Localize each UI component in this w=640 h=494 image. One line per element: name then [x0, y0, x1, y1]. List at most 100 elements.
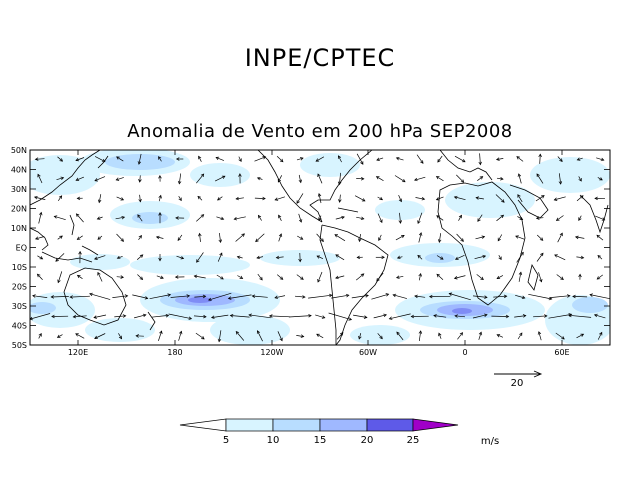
lon-label: 60W [359, 348, 377, 357]
wind-vector-head [274, 295, 278, 299]
wind-vector [137, 274, 143, 280]
wind-vector-head [518, 271, 523, 276]
wind-vector-head [338, 199, 342, 203]
wind-vector-head [361, 198, 366, 202]
wind-vector [194, 295, 206, 298]
wind-vector [339, 194, 341, 203]
lon-label: 60E [554, 348, 569, 357]
wind-vector-head [39, 256, 44, 260]
wind-vector-head [118, 335, 122, 340]
wind-vector-head [555, 217, 560, 221]
wind-vector-head [519, 332, 523, 337]
wind-vector-head [296, 200, 300, 204]
wind-vector [178, 173, 182, 184]
wind-vector [438, 233, 442, 243]
wind-vector-head [539, 237, 544, 241]
wind-vector [168, 313, 192, 320]
wind-vector [57, 271, 63, 283]
wind-vector [30, 313, 51, 320]
wind-vector [70, 295, 90, 298]
wind-vector [216, 216, 224, 220]
wind-vector-head [268, 314, 273, 318]
lon-label: 120E [68, 348, 88, 357]
wind-vector-head [220, 276, 224, 280]
wind-vector-head [72, 314, 77, 319]
wind-vector [356, 153, 364, 165]
wind-vector [454, 155, 466, 163]
wind-vector-head [580, 333, 585, 337]
wind-vector-head [218, 239, 223, 244]
wind-vector [116, 177, 124, 181]
wind-vector [376, 157, 384, 161]
wind-vector [339, 172, 341, 185]
wind-vector-head [439, 256, 444, 260]
wind-vector-head [138, 198, 142, 203]
wind-vector [354, 195, 366, 202]
wind-vector-head [96, 216, 101, 220]
wind-vector-head [300, 334, 305, 338]
wind-vector-head [178, 197, 182, 202]
wind-vector [97, 235, 103, 240]
wind-vector-head [601, 217, 606, 221]
wind-vector-head [235, 330, 240, 335]
wind-vector-head [576, 157, 581, 161]
wind-vector [118, 333, 122, 339]
wind-vector-head [256, 330, 261, 334]
wind-vector-head [159, 330, 163, 335]
wind-vector-head [568, 313, 572, 318]
wind-vector-head [121, 215, 126, 220]
wind-vector [38, 212, 42, 224]
wind-vector [94, 333, 106, 339]
wind-vector [597, 332, 603, 340]
wind-vector [218, 330, 222, 342]
wind-vector-head [580, 255, 585, 260]
wind-vector [554, 196, 566, 201]
wind-vector-head [32, 294, 36, 298]
wind-vector-head [241, 233, 245, 237]
lon-label: 0 [462, 348, 467, 357]
wind-vector-head [580, 195, 584, 199]
wind-vector-head [420, 160, 424, 164]
wind-vector [217, 252, 223, 262]
wind-vector [75, 157, 85, 161]
wind-vector-head [177, 237, 181, 242]
wind-vector-head [435, 176, 440, 180]
wind-vector [228, 294, 252, 299]
wind-vector-head [89, 292, 93, 297]
wind-vector [454, 315, 466, 318]
wind-vector-head [138, 179, 142, 183]
wind-vector-head [221, 175, 226, 179]
wind-vector-head [179, 330, 183, 335]
wind-vector-head [593, 313, 598, 318]
wind-vector-head [57, 279, 61, 284]
wind-vector [514, 315, 526, 318]
wind-vector [199, 233, 201, 242]
wind-vector [194, 275, 206, 279]
wind-vector-head [448, 292, 453, 296]
wind-vector-head [437, 239, 442, 243]
wind-vector-head [116, 156, 120, 160]
wind-vector [278, 233, 282, 242]
wind-vector-head [60, 176, 65, 181]
wind-vector [35, 236, 45, 240]
wind-vector-head [233, 217, 238, 221]
wind-vector-head [553, 197, 558, 201]
wind-vector [276, 256, 284, 259]
wind-vector-head [175, 157, 180, 161]
wind-vector [196, 252, 204, 263]
wind-vector [589, 294, 610, 300]
wind-vector-head [38, 332, 42, 337]
wind-vector [37, 174, 43, 184]
wind-vector [414, 176, 426, 181]
wind-vector-head [207, 297, 212, 302]
wind-vector [75, 176, 85, 181]
wind-vector-head [298, 219, 303, 223]
wind-vector-head [229, 313, 234, 318]
wind-vector-head [396, 331, 400, 336]
wind-vector [595, 215, 605, 221]
wind-vector [548, 314, 572, 319]
wind-vector [216, 274, 224, 280]
wind-vector [76, 213, 84, 223]
wind-vector [528, 293, 552, 300]
wind-vector [418, 232, 422, 243]
